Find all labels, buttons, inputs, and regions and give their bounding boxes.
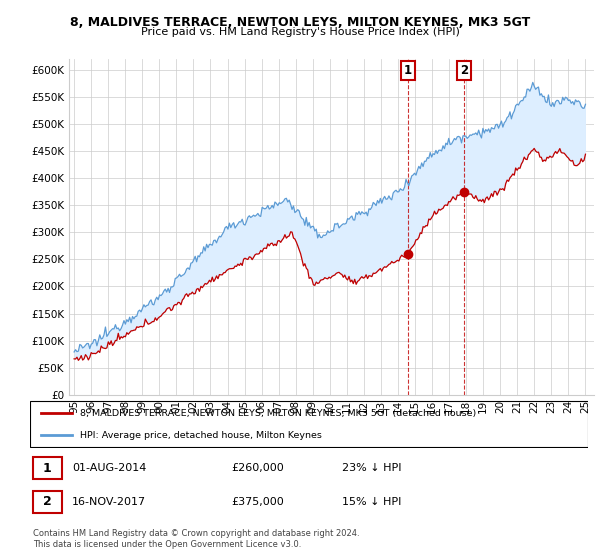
Text: 2: 2 bbox=[43, 495, 52, 508]
Text: £260,000: £260,000 bbox=[231, 463, 284, 473]
Text: 01-AUG-2014: 01-AUG-2014 bbox=[72, 463, 146, 473]
Text: 2: 2 bbox=[460, 64, 468, 77]
Text: 23% ↓ HPI: 23% ↓ HPI bbox=[343, 463, 402, 473]
Text: HPI: Average price, detached house, Milton Keynes: HPI: Average price, detached house, Milt… bbox=[80, 431, 322, 440]
Text: £375,000: £375,000 bbox=[231, 497, 284, 507]
Bar bbox=[33, 491, 62, 513]
Text: 1: 1 bbox=[43, 462, 52, 475]
Text: 8, MALDIVES TERRACE, NEWTON LEYS, MILTON KEYNES, MK3 5GT: 8, MALDIVES TERRACE, NEWTON LEYS, MILTON… bbox=[70, 16, 530, 29]
Text: 16-NOV-2017: 16-NOV-2017 bbox=[72, 497, 146, 507]
Text: Contains HM Land Registry data © Crown copyright and database right 2024.
This d: Contains HM Land Registry data © Crown c… bbox=[33, 529, 359, 549]
Bar bbox=[33, 458, 62, 479]
Text: 15% ↓ HPI: 15% ↓ HPI bbox=[343, 497, 402, 507]
Text: Price paid vs. HM Land Registry's House Price Index (HPI): Price paid vs. HM Land Registry's House … bbox=[140, 27, 460, 37]
Text: 1: 1 bbox=[404, 64, 412, 77]
Text: 8, MALDIVES TERRACE, NEWTON LEYS, MILTON KEYNES, MK3 5GT (detached house): 8, MALDIVES TERRACE, NEWTON LEYS, MILTON… bbox=[80, 409, 476, 418]
